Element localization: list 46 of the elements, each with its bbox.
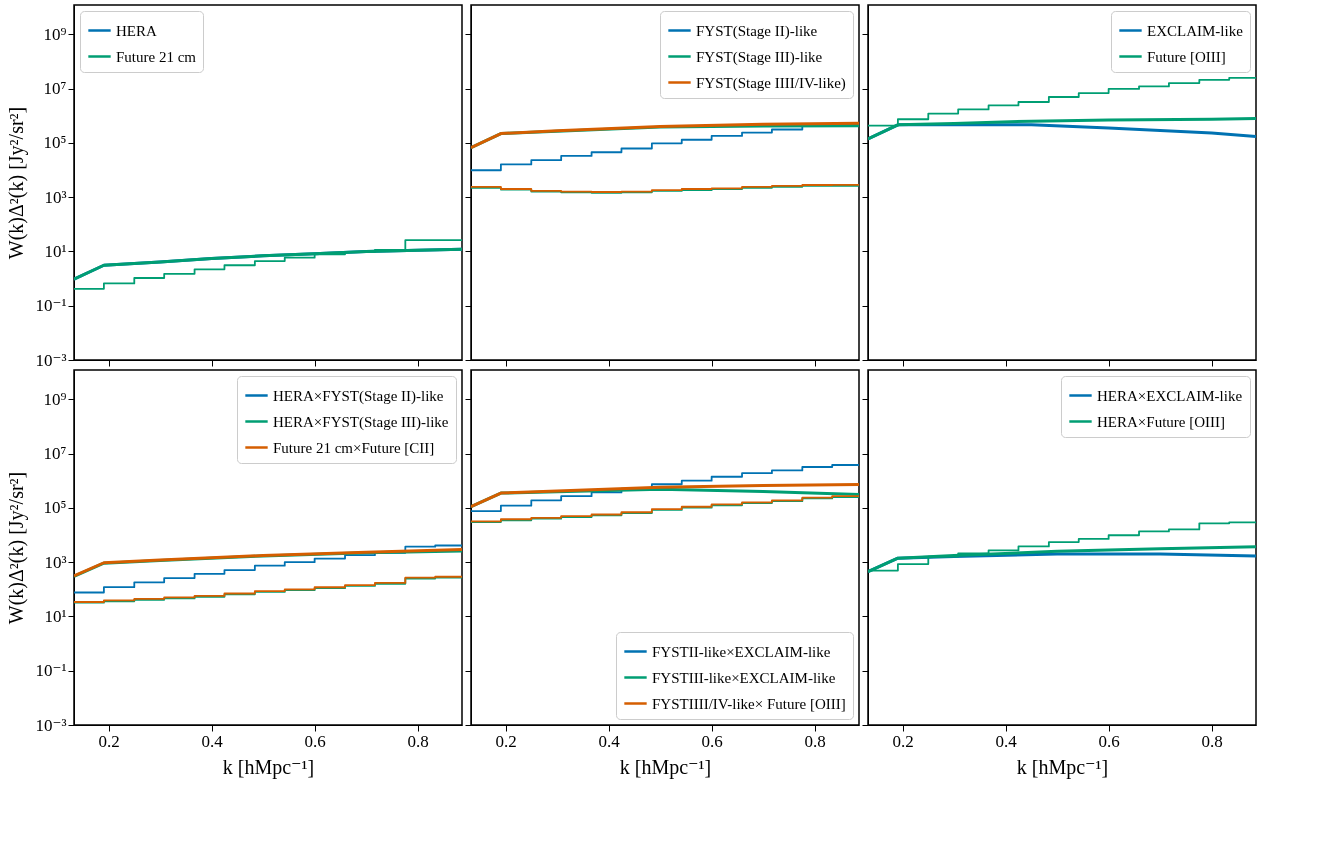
y-tick-label: 10¹ (44, 606, 67, 626)
legend-label: HERA×FYST(Stage III)-like (273, 413, 449, 431)
x-tick-label: 0.6 (304, 731, 326, 751)
legend-label: Future [OIII] (1147, 48, 1226, 65)
y-axis-title: W(k)Δ²(k) [Jy²/sr²] (5, 471, 29, 625)
legend-label: FYST(Stage IIII/IV-like) (696, 74, 846, 92)
y-axis-title: W(k)Δ²(k) [Jy²/sr²] (5, 106, 29, 260)
y-tick-label: 10⁹ (43, 24, 67, 44)
legend-label: FYSTII-like×EXCLAIM-like (652, 643, 831, 660)
x-axis-title: k [hMpc⁻¹] (619, 755, 712, 779)
legend-label: HERA (116, 22, 157, 39)
y-tick-label: 10⁷ (43, 444, 67, 464)
y-tick-label: 10⁻¹ (35, 661, 67, 681)
y-tick-label: 10⁷ (43, 79, 67, 99)
legend-label: Future 21 cm×Future [CII] (273, 439, 435, 456)
x-tick-label: 0.2 (892, 731, 914, 751)
x-tick-label: 0.4 (598, 731, 621, 751)
legend-label: EXCLAIM-like (1147, 22, 1244, 39)
legend-label: FYST(Stage II)-like (696, 22, 818, 40)
y-tick-label: 10¹ (44, 241, 67, 261)
legend-label: HERA×Future [OIII] (1097, 413, 1226, 430)
y-tick-label: 10³ (44, 187, 67, 207)
x-tick-label: 0.4 (995, 731, 1018, 751)
legend-label: HERA×EXCLAIM-like (1097, 387, 1243, 404)
y-tick-label: 10⁻¹ (35, 296, 67, 316)
x-tick-label: 0.4 (201, 731, 224, 751)
x-tick-label: 0.6 (1098, 731, 1120, 751)
x-tick-label: 0.2 (98, 731, 120, 751)
legend-label: FYST(Stage III)-like (696, 48, 823, 66)
y-tick-label: 10³ (44, 552, 67, 572)
x-tick-label: 0.2 (495, 731, 517, 751)
x-axis-title: k [hMpc⁻¹] (222, 755, 315, 779)
legend-label: HERA×FYST(Stage II)-like (273, 387, 444, 405)
x-tick-label: 0.8 (804, 731, 826, 751)
y-tick-label: 10⁻³ (35, 350, 67, 370)
x-tick-label: 0.8 (407, 731, 429, 751)
legend-label: Future 21 cm (116, 48, 197, 65)
legend-label: FYSTIII-like×EXCLAIM-like (652, 669, 836, 686)
y-tick-label: 10⁹ (43, 389, 67, 409)
legend-label: FYSTIIII/IV-like× Future [OIII] (652, 695, 846, 712)
x-axis-title: k [hMpc⁻¹] (1016, 755, 1109, 779)
y-tick-label: 10⁻³ (35, 715, 67, 735)
y-tick-label: 10⁵ (43, 133, 67, 153)
y-tick-label: 10⁵ (43, 498, 67, 518)
x-tick-label: 0.6 (701, 731, 723, 751)
x-tick-label: 0.8 (1201, 731, 1223, 751)
